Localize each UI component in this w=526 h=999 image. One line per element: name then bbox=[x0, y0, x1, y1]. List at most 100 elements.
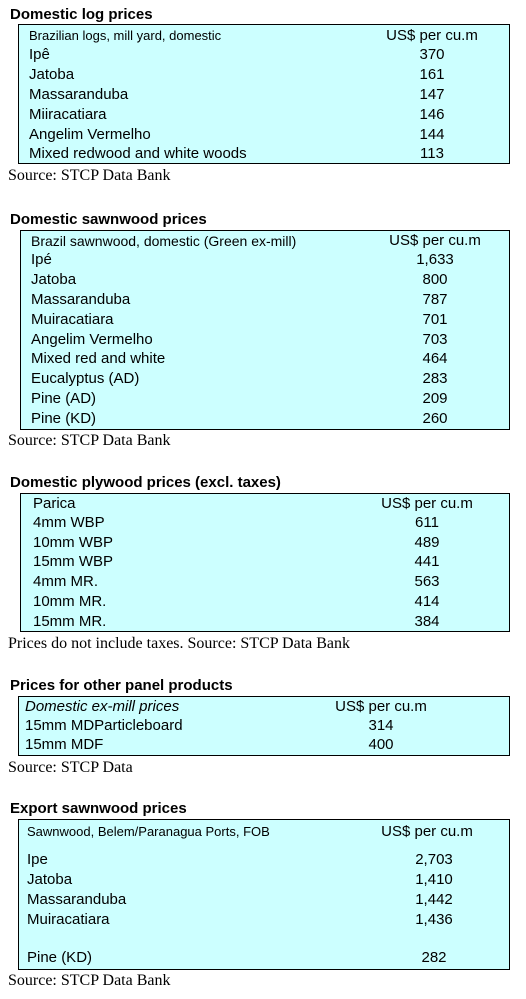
table-row: Massaranduba 1,442 bbox=[19, 890, 509, 910]
row-name: 15mm MDF bbox=[25, 736, 104, 753]
panel-products-table: Domestic ex-mill prices US$ per cu.m 15m… bbox=[18, 696, 510, 756]
row-name: Pine (KD) bbox=[27, 949, 93, 966]
table-row: 4mm MR. 563 bbox=[21, 572, 509, 592]
row-name: 15mm MDParticleboard bbox=[25, 717, 183, 734]
table-row: Mixed red and white 464 bbox=[21, 349, 509, 369]
row-value: 283 bbox=[422, 370, 448, 387]
table-row: Pine (KD) 282 bbox=[19, 948, 509, 968]
table-header: Parica US$ per cu.m bbox=[21, 494, 509, 514]
plywood-prices-table: Parica US$ per cu.m 4mm WBP 611 10mm WBP… bbox=[20, 493, 510, 632]
header-label: Brazil sawnwood, domestic (Green ex-mill… bbox=[31, 233, 297, 249]
row-value: 1,633 bbox=[416, 251, 454, 268]
log-prices-table: Brazilian logs, mill yard, domestic US$ … bbox=[18, 24, 510, 164]
table-row: Ipê 370 bbox=[19, 45, 509, 65]
row-name: Jatoba bbox=[29, 66, 75, 83]
row-name: 15mm MR. bbox=[33, 613, 107, 630]
source-note: Source: STCP Data Bank bbox=[8, 167, 171, 184]
row-value: 260 bbox=[422, 410, 448, 427]
table-row: Jatoba 161 bbox=[19, 65, 509, 85]
section-title-export-sawnwood: Export sawnwood prices bbox=[10, 800, 187, 817]
row-name: Ipê bbox=[29, 46, 50, 63]
row-name: Eucalyptus (AD) bbox=[31, 370, 140, 387]
table-row: Massaranduba 787 bbox=[21, 290, 509, 310]
table-row: Pine (KD) 260 bbox=[21, 409, 509, 429]
row-value: 1,410 bbox=[415, 871, 453, 888]
row-name: 4mm WBP bbox=[33, 514, 105, 531]
row-value: 1,442 bbox=[415, 891, 453, 908]
row-value: 787 bbox=[422, 291, 448, 308]
table-row: Angelim Vermelho 144 bbox=[19, 125, 509, 145]
header-unit: US$ per cu.m bbox=[389, 232, 481, 249]
row-name: Muiracatiara bbox=[27, 911, 110, 928]
row-name: Muiracatiara bbox=[31, 311, 114, 328]
row-name: 10mm WBP bbox=[33, 534, 114, 551]
sawnwood-prices-table: Brazil sawnwood, domestic (Green ex-mill… bbox=[20, 230, 510, 430]
table-row: Jatoba 1,410 bbox=[19, 870, 509, 890]
row-value: 282 bbox=[421, 949, 447, 966]
row-value: 1,436 bbox=[415, 911, 453, 928]
table-row: Ipé 1,633 bbox=[21, 250, 509, 270]
row-name: 10mm MR. bbox=[33, 593, 107, 610]
table-header: Brazilian logs, mill yard, domestic US$ … bbox=[19, 26, 509, 46]
section-title-plywood-prices: Domestic plywood prices (excl. taxes) bbox=[10, 474, 281, 491]
row-value: 464 bbox=[422, 350, 448, 367]
table-row: 4mm WBP 611 bbox=[21, 513, 509, 533]
row-value: 414 bbox=[414, 593, 440, 610]
table-row: 10mm WBP 489 bbox=[21, 533, 509, 553]
row-value: 701 bbox=[422, 311, 448, 328]
section-title-sawnwood-prices: Domestic sawnwood prices bbox=[10, 211, 207, 228]
table-row: Pine (AD) 209 bbox=[21, 389, 509, 409]
row-name: 4mm MR. bbox=[33, 573, 98, 590]
row-name: Mixed redwood and white woods bbox=[29, 145, 247, 162]
row-value: 441 bbox=[414, 553, 440, 570]
table-row: 15mm WBP 441 bbox=[21, 552, 509, 572]
table-row: Mixed redwood and white woods 113 bbox=[19, 144, 509, 164]
row-value: 161 bbox=[419, 66, 445, 83]
header-label: Parica bbox=[33, 495, 76, 512]
table-row: Muiracatiara 701 bbox=[21, 310, 509, 330]
row-value: 800 bbox=[422, 271, 448, 288]
row-name: Massaranduba bbox=[29, 86, 129, 103]
row-value: 209 bbox=[422, 390, 448, 407]
row-name: Pine (AD) bbox=[31, 390, 97, 407]
header-label: Brazilian logs, mill yard, domestic bbox=[29, 28, 222, 43]
table-row: Massaranduba 147 bbox=[19, 85, 509, 105]
table-header: Sawnwood, Belem/Paranagua Ports, FOB US$… bbox=[19, 822, 509, 842]
source-note: Source: STCP Data bbox=[8, 759, 133, 776]
table-row: 10mm MR. 414 bbox=[21, 592, 509, 612]
row-value: 2,703 bbox=[415, 851, 453, 868]
table-row: 15mm MDParticleboard 314 bbox=[19, 716, 509, 736]
table-row: Miiracatiara 146 bbox=[19, 105, 509, 125]
section-title-log-prices: Domestic log prices bbox=[10, 6, 153, 23]
export-sawnwood-table: Sawnwood, Belem/Paranagua Ports, FOB US$… bbox=[18, 819, 510, 970]
row-value: 370 bbox=[419, 46, 445, 63]
table-header: Domestic ex-mill prices US$ per cu.m bbox=[19, 697, 509, 717]
row-value: 563 bbox=[414, 573, 440, 590]
row-name: Angelim Vermelho bbox=[29, 126, 151, 143]
header-unit: US$ per cu.m bbox=[381, 823, 473, 840]
header-unit: US$ per cu.m bbox=[335, 698, 427, 715]
row-value: 703 bbox=[422, 331, 448, 348]
table-row: Jatoba 800 bbox=[21, 270, 509, 290]
table-header: Brazil sawnwood, domestic (Green ex-mill… bbox=[21, 231, 509, 251]
row-value: 146 bbox=[419, 106, 445, 123]
row-name: Miiracatiara bbox=[29, 106, 107, 123]
row-name: Angelim Vermelho bbox=[31, 331, 153, 348]
row-name: Mixed red and white bbox=[31, 350, 166, 367]
table-row: Angelim Vermelho 703 bbox=[21, 330, 509, 350]
row-value: 489 bbox=[414, 534, 440, 551]
row-value: 113 bbox=[420, 145, 444, 162]
row-value: 384 bbox=[414, 613, 440, 630]
table-row: 15mm MDF 400 bbox=[19, 735, 509, 755]
row-name: Jatoba bbox=[31, 271, 77, 288]
row-value: 144 bbox=[419, 126, 445, 143]
header-unit: US$ per cu.m bbox=[381, 495, 473, 512]
row-value: 611 bbox=[415, 514, 439, 531]
row-name: Ipé bbox=[31, 251, 52, 268]
row-value: 314 bbox=[368, 717, 394, 734]
source-note: Source: STCP Data Bank bbox=[8, 972, 171, 989]
table-row: Ipe 2,703 bbox=[19, 850, 509, 870]
header-unit: US$ per cu.m bbox=[386, 27, 478, 44]
row-name: Massaranduba bbox=[27, 891, 127, 908]
source-note: Prices do not include taxes. Source: STC… bbox=[8, 635, 351, 652]
